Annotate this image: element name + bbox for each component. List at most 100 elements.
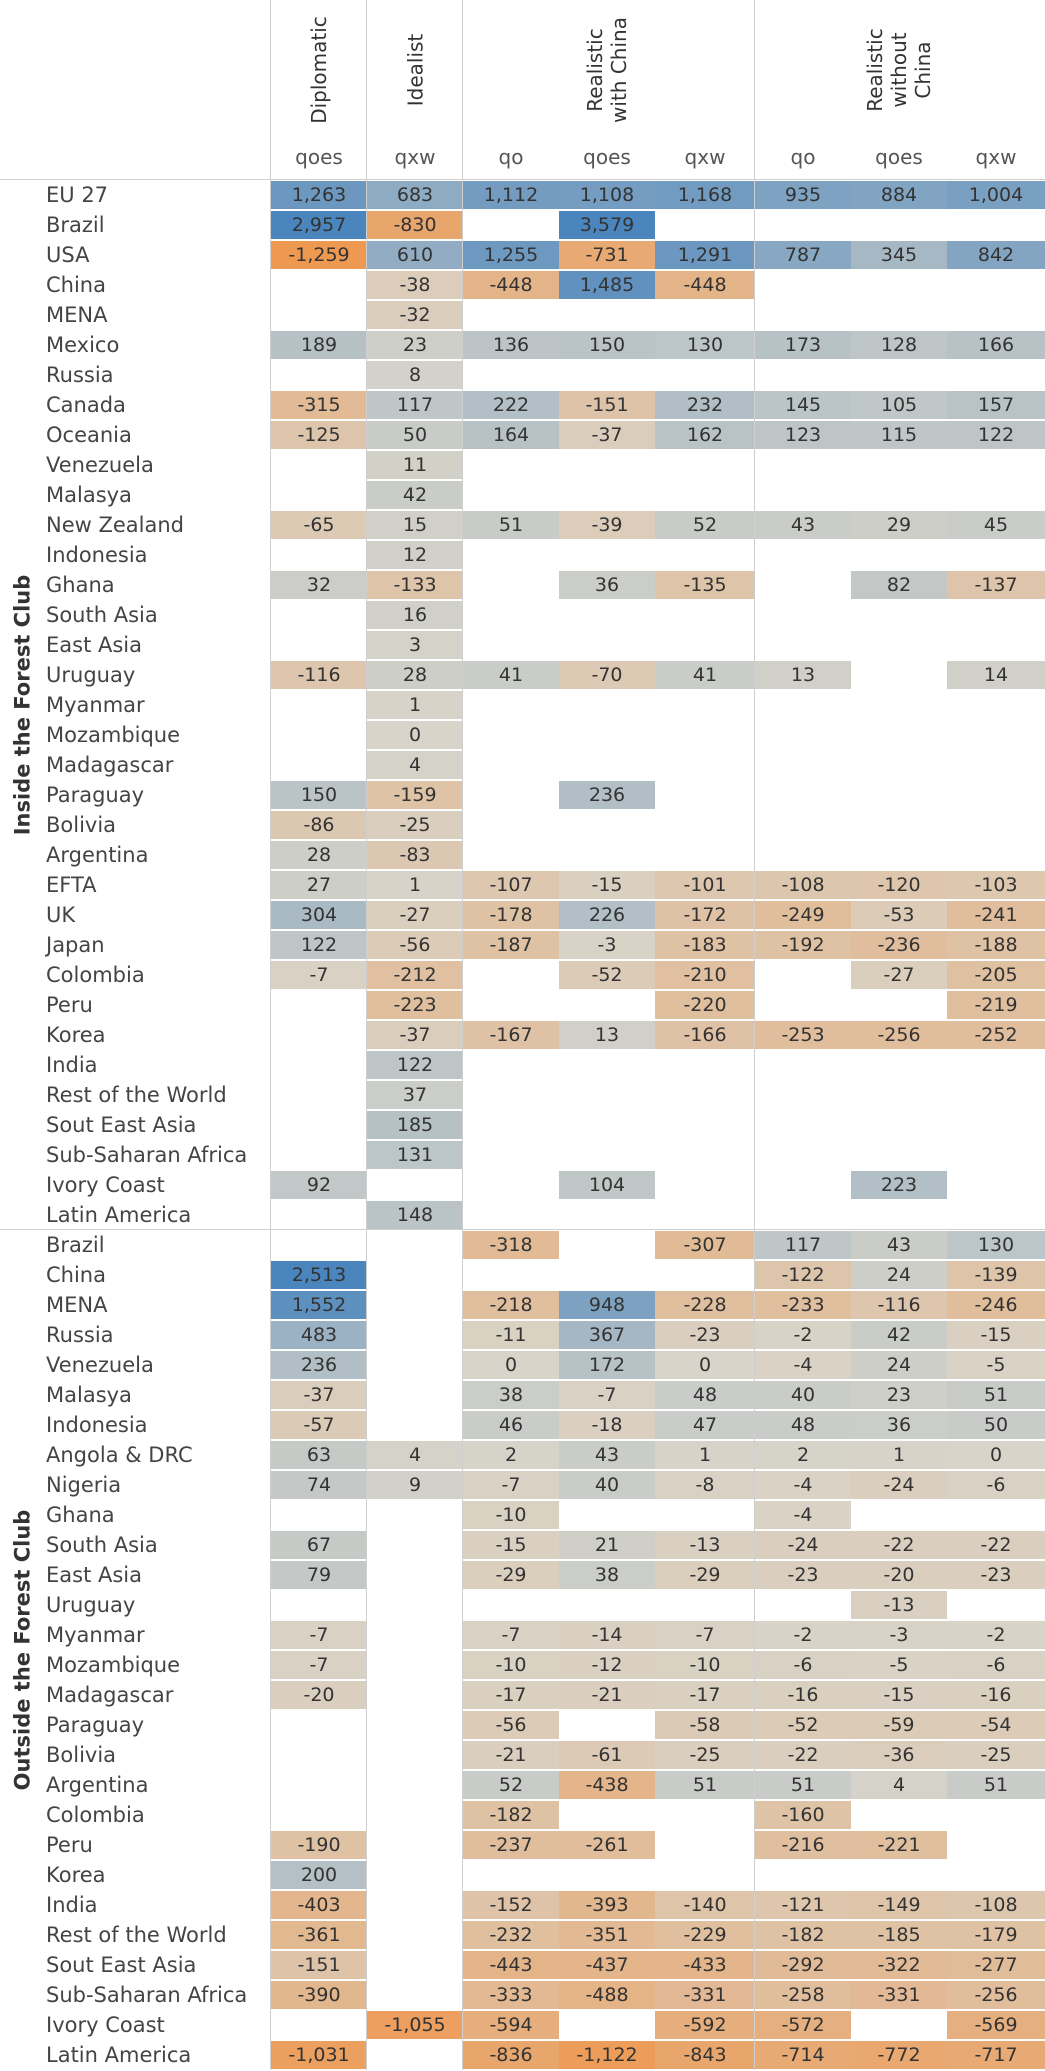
heatmap-cell: -836: [463, 2041, 559, 2069]
heatmap-cell: 131: [367, 1141, 463, 1169]
heatmap-cell: -57: [271, 1411, 367, 1439]
heatmap-cell: -569: [947, 2011, 1045, 2039]
heatmap-cell: 884: [851, 181, 947, 209]
heatmap-cell: 51: [463, 511, 559, 539]
heatmap-cell: 1: [367, 691, 463, 719]
heatmap-cell: -135: [655, 571, 755, 599]
heatmap-cell: 935: [755, 181, 851, 209]
heatmap-cell: 157: [947, 391, 1045, 419]
heatmap-cell: -393: [559, 1891, 655, 1919]
heatmap-cell: -592: [655, 2011, 755, 2039]
heatmap-cell: 236: [271, 1351, 367, 1379]
heatmap-cell: -15: [947, 1321, 1045, 1349]
heatmap-cell: 42: [851, 1321, 947, 1349]
row-label: Rest of the World: [46, 1923, 227, 1947]
heatmap-cell: -14: [559, 1621, 655, 1649]
heatmap-cell: -17: [463, 1681, 559, 1709]
heatmap-cell: 48: [755, 1411, 851, 1439]
heatmap-cell: -16: [755, 1681, 851, 1709]
group-label: Outside the Forest Club: [0, 1230, 44, 2070]
heatmap-cell: 41: [463, 661, 559, 689]
heatmap-cell: -594: [463, 2011, 559, 2039]
heatmap-cell: -6: [947, 1471, 1045, 1499]
heatmap-cell: -6: [947, 1651, 1045, 1679]
heatmap-cell: -318: [463, 1231, 559, 1259]
heatmap-cell: -25: [947, 1741, 1045, 1769]
row-label: Brazil: [46, 1233, 105, 1257]
row-label: Bolivia: [46, 1743, 117, 1767]
heatmap-cell: -65: [271, 511, 367, 539]
heatmap-cell: 4: [367, 751, 463, 779]
row-label: Angola & DRC: [46, 1443, 193, 1467]
heatmap-cell: -437: [559, 1951, 655, 1979]
heatmap-cell: -433: [655, 1951, 755, 1979]
heatmap-cell: -258: [755, 1981, 851, 2009]
heatmap-cell: 50: [947, 1411, 1045, 1439]
heatmap-cell: -25: [655, 1741, 755, 1769]
scenario-label-line: without: [887, 32, 911, 108]
heatmap-cell: 3,579: [559, 211, 655, 239]
heatmap-cell: 46: [463, 1411, 559, 1439]
row-label: Indonesia: [46, 1413, 148, 1437]
row-label: Sub-Saharan Africa: [46, 1983, 248, 2007]
row-label: India: [46, 1053, 98, 1077]
heatmap-cell: -108: [947, 1891, 1045, 1919]
heatmap-cell: -333: [463, 1981, 559, 2009]
heatmap-cell: -307: [655, 1231, 755, 1259]
heatmap-cell: -167: [463, 1021, 559, 1049]
heatmap-cell: -10: [463, 1501, 559, 1529]
column-divider: [366, 0, 367, 2070]
row-label: Malasya: [46, 1383, 132, 1407]
heatmap-cell: 43: [559, 1441, 655, 1469]
heatmap-cell: 1,112: [463, 181, 559, 209]
heatmap-cell: -70: [559, 661, 655, 689]
heatmap-cell: -23: [755, 1561, 851, 1589]
heatmap-cell: 164: [463, 421, 559, 449]
heatmap-cell: -151: [271, 1951, 367, 1979]
heatmap-cell: -2: [755, 1621, 851, 1649]
heatmap-cell: 232: [655, 391, 755, 419]
heatmap-cell: 32: [271, 571, 367, 599]
heatmap-cell: -216: [755, 1831, 851, 1859]
heatmap-cell: 173: [755, 331, 851, 359]
heatmap-cell: -717: [947, 2041, 1045, 2069]
row-label: Latin America: [46, 2043, 192, 2067]
heatmap-cell: -16: [947, 1681, 1045, 1709]
heatmap-cell: -107: [463, 871, 559, 899]
heatmap-cell: -228: [655, 1291, 755, 1319]
row-label: Nigeria: [46, 1473, 122, 1497]
heatmap-cell: -59: [851, 1711, 947, 1739]
heatmap-cell: 4: [851, 1771, 947, 1799]
heatmap-cell: -210: [655, 961, 755, 989]
heatmap-cell: -7: [271, 1621, 367, 1649]
heatmap-cell: -121: [755, 1891, 851, 1919]
row-label: Sout East Asia: [46, 1113, 197, 1137]
heatmap-cell: 4: [367, 1441, 463, 1469]
row-label: Venezuela: [46, 453, 154, 477]
heatmap-cell: -488: [559, 1981, 655, 2009]
row-label: Russia: [46, 363, 114, 387]
heatmap-cell: 1,168: [655, 181, 755, 209]
heatmap-cell: 51: [755, 1771, 851, 1799]
heatmap-cell: -237: [463, 1831, 559, 1859]
row-label: Ghana: [46, 1503, 115, 1527]
heatmap-cell: -21: [463, 1741, 559, 1769]
heatmap-cell: -212: [367, 961, 463, 989]
heatmap-cell: -229: [655, 1921, 755, 1949]
heatmap-cell: -714: [755, 2041, 851, 2069]
heatmap-cell: 122: [367, 1051, 463, 1079]
scenario-label-line: Realistic: [583, 28, 608, 112]
heatmap-cell: -10: [655, 1651, 755, 1679]
heatmap-cell: -351: [559, 1921, 655, 1949]
heatmap-cell: -37: [367, 1021, 463, 1049]
heatmap-cell: 3: [367, 631, 463, 659]
heatmap-cell: -11: [463, 1321, 559, 1349]
heatmap-cell: 367: [559, 1321, 655, 1349]
scenario-label-line: Realistic: [863, 28, 887, 112]
heatmap-cell: -8: [655, 1471, 755, 1499]
heatmap-cell: -246: [947, 1291, 1045, 1319]
heatmap-cell: 29: [851, 511, 947, 539]
heatmap-cell: -236: [851, 931, 947, 959]
row-label: Ivory Coast: [46, 1173, 165, 1197]
